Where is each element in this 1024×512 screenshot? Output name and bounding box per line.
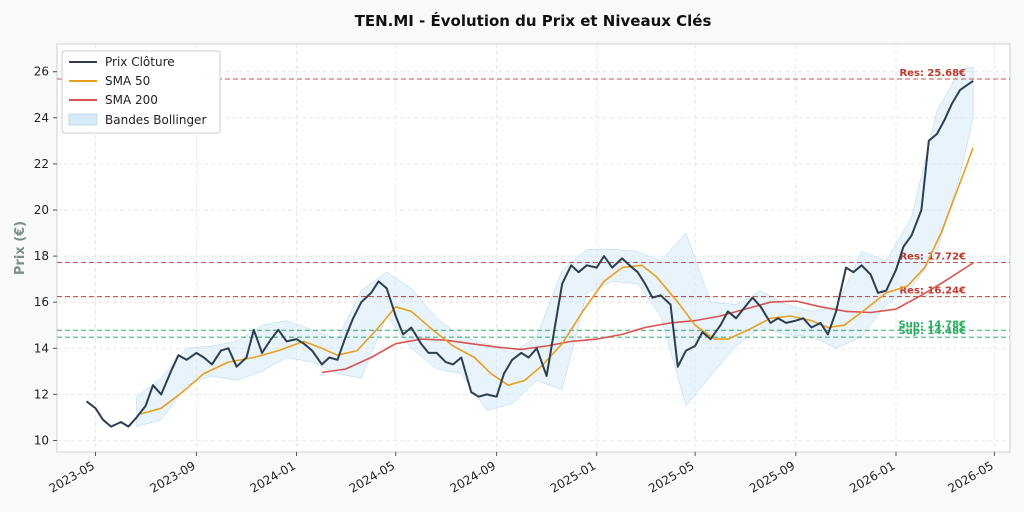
key-levels: Res: 25.68€ Res: 17.72€ Res: 16.24€ Sup: 14… <box>57 68 1010 338</box>
y-axis-label: Prix (€) <box>13 221 28 275</box>
resistance-level-label: Res: 25.68€ <box>899 68 966 79</box>
y-axis-ticks: 10 12 14 16 18 20 22 24 26 <box>34 65 57 448</box>
y-tick-label: 20 <box>34 203 49 217</box>
y-tick-label: 16 <box>34 295 49 309</box>
legend-box <box>61 50 221 134</box>
legend-label-close: Prix Clôture <box>105 55 175 69</box>
chart-title: TEN.MI - Évolution du Prix et Niveaux Cl… <box>355 11 712 30</box>
resistance-level-label: Res: 17.72€ <box>899 252 966 263</box>
y-tick-label: 24 <box>34 111 49 125</box>
legend-label-sma50: SMA 50 <box>105 74 150 88</box>
y-tick-label: 10 <box>34 434 49 448</box>
close-price-line <box>85 80 974 428</box>
legend-label-sma200: SMA 200 <box>105 93 158 107</box>
legend: Prix Clôture SMA 50 SMA 200 Bandes Bolli… <box>61 50 221 134</box>
series-lines <box>85 80 974 428</box>
y-tick-label: 12 <box>34 387 49 401</box>
y-tick-label: 22 <box>34 157 49 171</box>
support-level-label: Sup: 14.78€ <box>898 319 966 330</box>
y-tick-label: 14 <box>34 341 49 355</box>
legend-swatch-bollinger <box>68 113 98 126</box>
sma50-line <box>140 147 974 415</box>
resistance-level-label: Res: 16.24€ <box>899 286 966 297</box>
legend-label-bollinger: Bandes Bollinger <box>105 113 206 127</box>
y-tick-label: 26 <box>34 65 49 79</box>
y-tick-label: 18 <box>34 249 49 263</box>
support-level-label: Sup: 14.48€ <box>898 326 966 337</box>
